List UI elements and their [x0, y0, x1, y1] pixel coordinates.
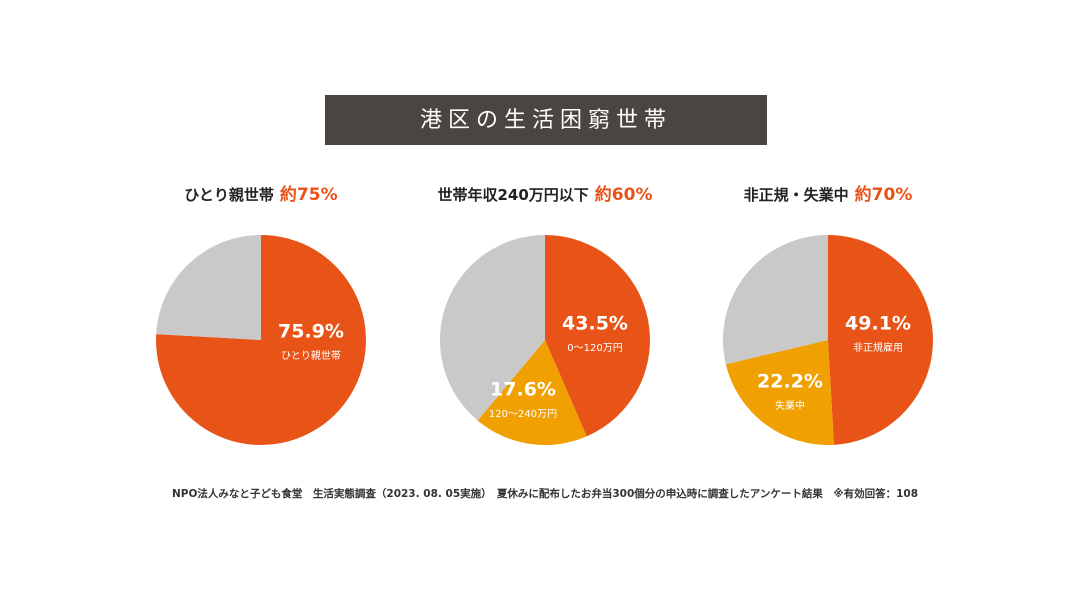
pie-heading: 世帯年収240万円以下 約60%: [437, 184, 652, 205]
pie-title: ひとり親世帯: [184, 186, 274, 204]
slice-label: 失業中: [775, 399, 805, 412]
value-label: 17.6%: [490, 379, 556, 401]
pie-slice: [477, 340, 587, 445]
title-box: [325, 95, 767, 145]
pie-highlight: 約70%: [855, 184, 913, 205]
value-label: 75.9%: [278, 321, 344, 343]
source-note: NPO法人みなと子ども食堂 生活実態調査（2023. 08. 05実施） 夏休み…: [172, 487, 918, 500]
slice-label: ひとり親世帯: [281, 349, 341, 362]
pie-highlight: 約75%: [280, 184, 338, 205]
pie-slice: [723, 235, 828, 365]
pie-slice: [440, 235, 545, 421]
pie-heading: 非正規・失業中 約70%: [744, 184, 913, 205]
page-title: 港区の生活困窮世帯: [420, 108, 672, 133]
pie-slice: [828, 235, 934, 445]
pie-slice: [545, 235, 651, 437]
value-label: 49.1%: [845, 313, 911, 335]
pie-slice: [156, 235, 261, 340]
pie-highlight: 約60%: [595, 184, 653, 205]
pie-slice: [725, 340, 834, 445]
value-label: 22.2%: [757, 371, 823, 393]
value-label: 43.5%: [562, 313, 628, 335]
slice-label: 非正規雇用: [853, 341, 903, 354]
slice-label: 120〜240万円: [489, 409, 557, 420]
pie-title: 非正規・失業中: [744, 186, 849, 204]
pie-title: 世帯年収240万円以下: [437, 186, 588, 204]
pie-heading: ひとり親世帯 約75%: [184, 184, 337, 205]
slice-label: 0〜120万円: [567, 343, 622, 354]
